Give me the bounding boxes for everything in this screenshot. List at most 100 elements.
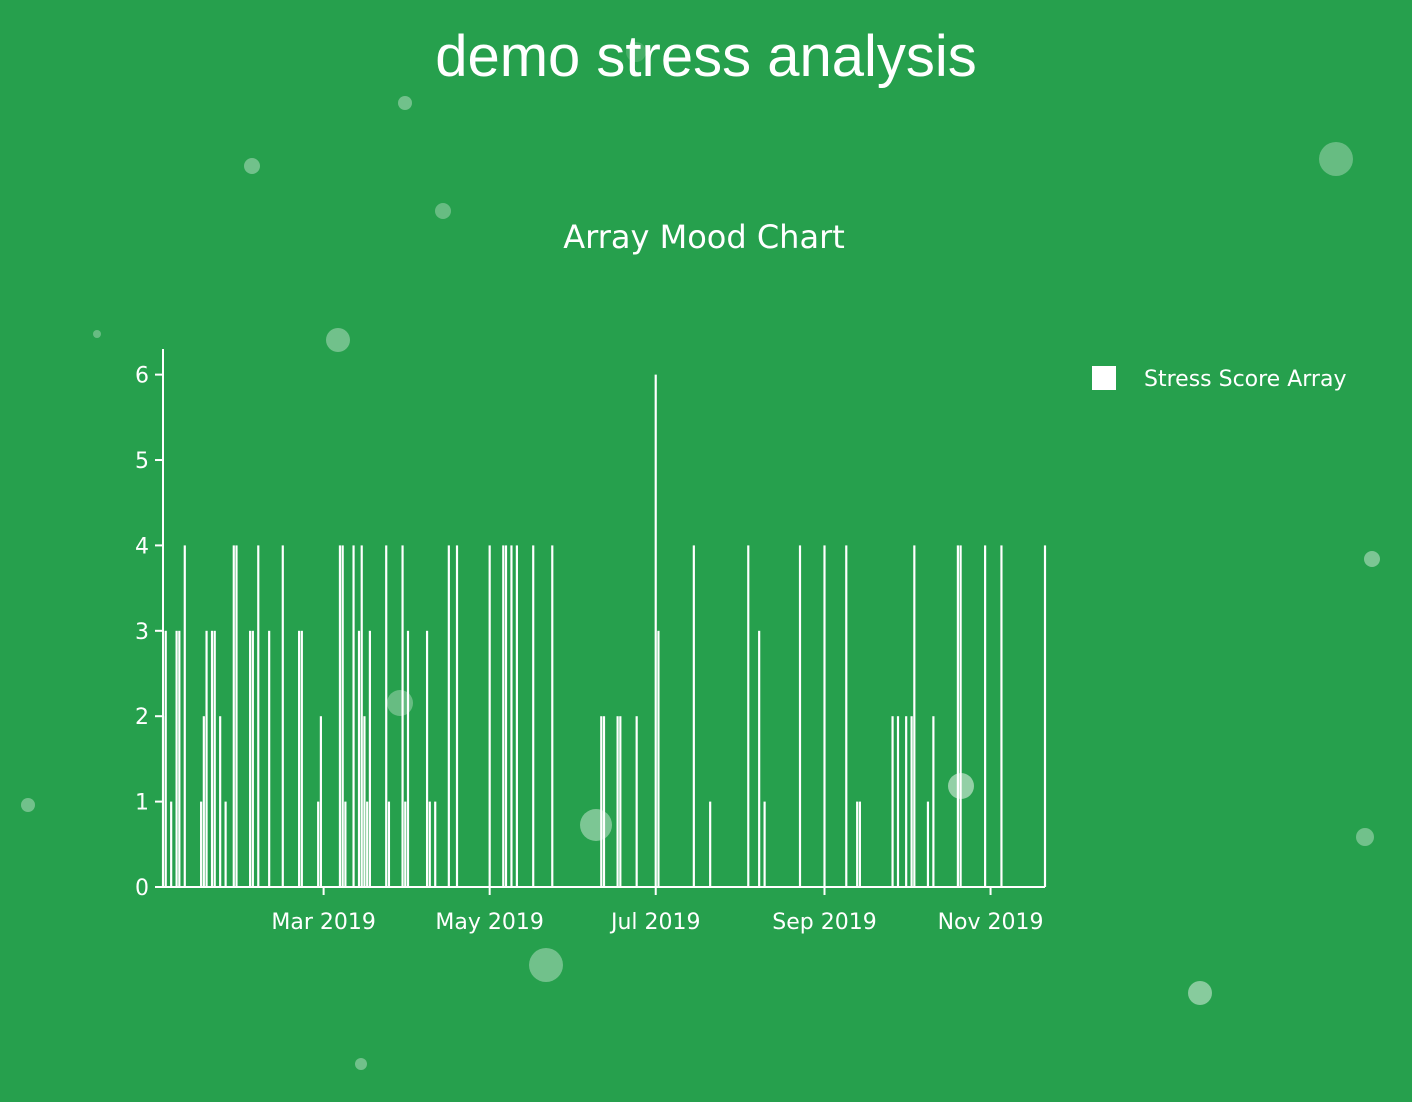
bar[interactable] bbox=[515, 545, 518, 887]
bar[interactable] bbox=[910, 716, 913, 887]
bar[interactable] bbox=[341, 545, 344, 887]
bubble-2 bbox=[435, 203, 451, 219]
page-title: demo stress analysis bbox=[435, 24, 977, 89]
bar[interactable] bbox=[602, 716, 606, 887]
bar[interactable] bbox=[425, 630, 429, 887]
bar[interactable] bbox=[823, 545, 826, 887]
bar[interactable] bbox=[200, 801, 203, 887]
bar[interactable] bbox=[619, 716, 622, 887]
bar[interactable] bbox=[298, 630, 301, 887]
bar[interactable] bbox=[616, 716, 619, 887]
bar[interactable] bbox=[175, 630, 178, 887]
bar[interactable] bbox=[213, 630, 216, 887]
bar[interactable] bbox=[845, 545, 848, 887]
bar[interactable] bbox=[170, 801, 173, 887]
bar[interactable] bbox=[363, 716, 366, 887]
bar[interactable] bbox=[905, 716, 908, 887]
bar[interactable] bbox=[959, 545, 962, 887]
bar[interactable] bbox=[210, 630, 214, 887]
chart-title: Array Mood Chart bbox=[563, 218, 845, 256]
bar[interactable] bbox=[387, 801, 391, 887]
bar[interactable] bbox=[249, 630, 252, 887]
bubble-8 bbox=[21, 798, 35, 812]
legend[interactable]: Stress Score Array bbox=[1092, 366, 1346, 392]
bar[interactable] bbox=[202, 716, 205, 887]
bar[interactable] bbox=[502, 545, 505, 887]
bar[interactable] bbox=[404, 801, 407, 887]
bar[interactable] bbox=[926, 801, 930, 887]
bar[interactable] bbox=[758, 630, 761, 887]
bar[interactable] bbox=[251, 630, 254, 887]
bar[interactable] bbox=[164, 630, 167, 887]
bar[interactable] bbox=[600, 716, 603, 887]
bar[interactable] bbox=[401, 545, 404, 887]
bar[interactable] bbox=[357, 630, 361, 887]
bar[interactable] bbox=[654, 374, 657, 887]
bar[interactable] bbox=[856, 801, 859, 887]
bar[interactable] bbox=[504, 545, 508, 887]
bar[interactable] bbox=[338, 545, 342, 887]
bar[interactable] bbox=[657, 630, 660, 887]
bar[interactable] bbox=[368, 630, 371, 887]
bubble-15 bbox=[626, 42, 646, 62]
x-tick-label: Mar 2019 bbox=[271, 910, 376, 935]
bar[interactable] bbox=[447, 545, 450, 887]
x-tick-label: Jul 2019 bbox=[609, 910, 701, 935]
bar[interactable] bbox=[344, 801, 347, 887]
bar[interactable] bbox=[510, 545, 513, 887]
legend-label[interactable]: Stress Score Array bbox=[1144, 367, 1346, 392]
bar[interactable] bbox=[224, 801, 227, 887]
bubble-6 bbox=[1364, 551, 1380, 567]
bar[interactable] bbox=[205, 630, 208, 887]
bar[interactable] bbox=[219, 716, 222, 887]
legend-swatch[interactable] bbox=[1092, 366, 1116, 390]
bubble-13 bbox=[1188, 981, 1212, 1005]
y-tick-label: 0 bbox=[135, 876, 149, 901]
bar[interactable] bbox=[1043, 545, 1047, 887]
bar[interactable] bbox=[300, 630, 303, 887]
bar[interactable] bbox=[891, 716, 894, 887]
bar[interactable] bbox=[455, 545, 459, 887]
bar[interactable] bbox=[406, 630, 410, 887]
bar[interactable] bbox=[385, 545, 388, 887]
bar[interactable] bbox=[257, 545, 260, 887]
bar[interactable] bbox=[984, 545, 987, 887]
bar[interactable] bbox=[268, 630, 271, 887]
bar[interactable] bbox=[352, 545, 355, 887]
bar[interactable] bbox=[319, 716, 322, 887]
bar[interactable] bbox=[956, 545, 959, 887]
bar[interactable] bbox=[763, 801, 766, 887]
bar[interactable] bbox=[747, 545, 750, 887]
y-tick-label: 6 bbox=[135, 364, 149, 389]
bar[interactable] bbox=[281, 545, 284, 887]
bar[interactable] bbox=[178, 630, 181, 887]
bubble-3 bbox=[1319, 142, 1353, 176]
bar[interactable] bbox=[913, 545, 916, 887]
bar[interactable] bbox=[360, 545, 363, 887]
bar[interactable] bbox=[709, 801, 712, 887]
bubble-5 bbox=[326, 328, 350, 352]
bar[interactable] bbox=[434, 801, 437, 887]
y-tick-label: 1 bbox=[135, 791, 149, 816]
bar[interactable] bbox=[1000, 545, 1003, 887]
bar[interactable] bbox=[896, 716, 900, 887]
bar[interactable] bbox=[635, 716, 638, 887]
bar[interactable] bbox=[692, 545, 695, 887]
bar[interactable] bbox=[858, 801, 861, 887]
bar[interactable] bbox=[235, 545, 238, 887]
bubble-1 bbox=[244, 158, 260, 174]
bar[interactable] bbox=[551, 545, 554, 887]
bar[interactable] bbox=[932, 716, 935, 887]
bar[interactable] bbox=[317, 801, 320, 887]
bubble-9 bbox=[1356, 828, 1374, 846]
bar[interactable] bbox=[488, 545, 491, 887]
bubble-14 bbox=[355, 1058, 367, 1070]
bar[interactable] bbox=[232, 545, 235, 887]
bubble-4 bbox=[93, 330, 101, 338]
bar[interactable] bbox=[798, 545, 802, 887]
bar[interactable] bbox=[183, 545, 186, 887]
bar[interactable] bbox=[366, 801, 369, 887]
bar[interactable] bbox=[532, 545, 535, 887]
bar[interactable] bbox=[428, 801, 431, 887]
